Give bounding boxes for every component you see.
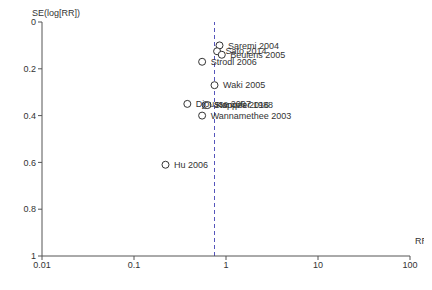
svg-text:Waki 2005: Waki 2005 [223, 80, 265, 90]
svg-text:Koppes 2016: Koppes 2016 [216, 100, 269, 110]
svg-text:SE(log[RR]): SE(log[RR]) [32, 8, 80, 18]
svg-text:0.6: 0.6 [23, 158, 36, 168]
svg-text:Stampfer 1988: Stampfer 1988 [214, 100, 273, 110]
svg-text:0.4: 0.4 [23, 111, 36, 121]
svg-text:0: 0 [31, 17, 36, 27]
svg-text:RR: RR [415, 236, 424, 246]
svg-text:0.1: 0.1 [128, 260, 141, 270]
svg-text:Beulens 2005: Beulens 2005 [230, 50, 286, 60]
svg-text:1: 1 [223, 260, 228, 270]
svg-text:1: 1 [31, 251, 36, 261]
svg-text:0.2: 0.2 [23, 64, 36, 74]
svg-text:10: 10 [313, 260, 323, 270]
svg-text:100: 100 [402, 260, 417, 270]
svg-text:Hu 2006: Hu 2006 [174, 160, 208, 170]
svg-text:Wannamethee 2003: Wannamethee 2003 [211, 111, 292, 121]
svg-text:0.8: 0.8 [23, 204, 36, 214]
svg-text:0.01: 0.01 [33, 260, 51, 270]
svg-text:Strodl 2006: Strodl 2006 [211, 57, 257, 67]
